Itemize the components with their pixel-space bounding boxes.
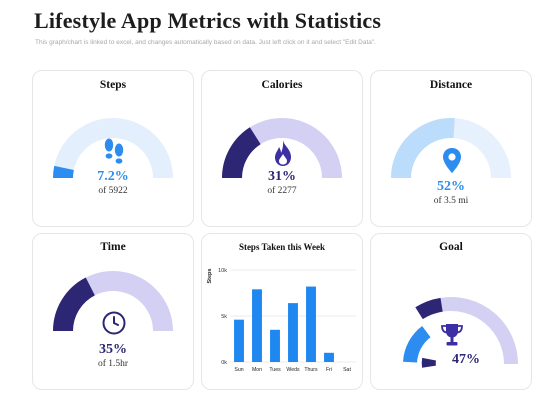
chart-y-tick-label: 0k [221,360,227,366]
goal-card-title: Goal [439,241,463,253]
chart-x-tick-label: Weds [286,367,300,373]
chart-y-tick-label: 10k [218,268,227,274]
goal-ring-outer-track [440,297,518,365]
map-pin-icon [443,148,461,173]
goal-ring-middle-segment [403,326,431,363]
steps-gauge-track [53,118,173,179]
chart-x-tick-label: Sat [343,367,351,373]
distance-gauge-progress [391,118,455,179]
steps-total: of 5922 [98,186,128,196]
distance-card[interactable]: Distance 52% of 3.5 mi [370,70,532,227]
steps-gauge-progress [53,165,74,179]
chart-bar [288,303,298,362]
chart-bar [234,319,244,362]
time-gauge [53,271,173,332]
steps-card[interactable]: Steps 7.2% of 5922 [32,70,194,227]
chart-bar [306,286,316,362]
calories-total: of 2277 [267,186,297,196]
weekly-steps-card[interactable]: Steps Taken this Week 0k 5k 10k Steps Sun Mon… [201,233,363,390]
chart-bar [324,352,334,362]
time-percent: 35% [99,342,127,357]
steps-percent: 7.2% [97,169,129,184]
distance-total: of 3.5 mi [433,196,469,206]
time-card[interactable]: Time 35% of 1.5hr [32,233,194,390]
time-card-title: Time [100,241,126,253]
calories-gauge [222,118,342,179]
flame-icon [275,140,291,166]
calories-gauge-progress [222,127,262,179]
distance-percent: 52% [437,179,465,194]
trophy-icon [441,324,463,346]
distance-gauge [391,118,511,179]
calories-percent: 31% [268,169,296,184]
time-total: of 1.5hr [97,359,129,369]
time-gauge-progress [53,277,96,332]
chart-x-tick-label: Fri [326,367,332,373]
page-subtitle: This graph/chart is linked to excel, and… [35,39,376,46]
chart-bar [252,289,262,362]
footprints-icon [104,138,124,164]
clock-icon [102,311,126,335]
calories-card[interactable]: Calories 31% of 2277 [201,70,363,227]
calories-card-title: Calories [261,79,303,91]
chart-x-tick-label: Sun [234,367,243,373]
chart-y-axis-label: Steps [207,269,213,284]
chart-title: Steps Taken this Week [238,242,326,252]
goal-ring-outer-segment [415,297,444,320]
weekly-steps-chart: 0k 5k 10k Steps Sun Mon Tues Weds Thurs Fri Sat [207,268,356,373]
goal-gauge [403,297,518,368]
page-title: Lifestyle App Metrics with Statistics [34,8,382,33]
steps-gauge [53,118,173,179]
chart-x-tick-label: Tues [269,367,281,373]
distance-card-title: Distance [429,79,473,91]
steps-card-title: Steps [99,79,127,91]
goal-card[interactable]: Goal 47% [370,233,532,390]
goal-percent: 47% [452,352,480,367]
chart-x-tick-label: Mon [252,367,262,373]
chart-bar [270,329,280,362]
chart-x-tick-label: Thurs [304,367,318,373]
chart-y-tick-label: 5k [221,314,227,320]
